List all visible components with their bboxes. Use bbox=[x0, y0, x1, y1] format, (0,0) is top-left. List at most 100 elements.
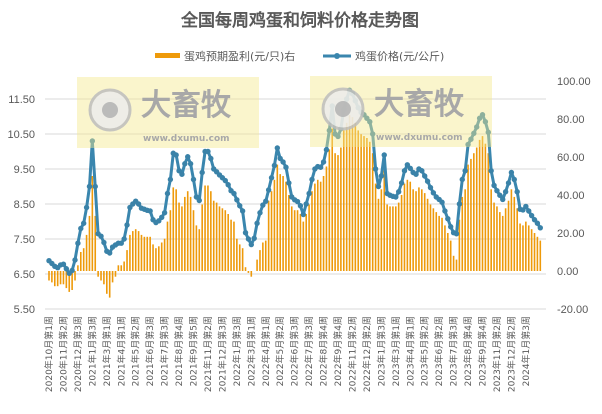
price-point bbox=[271, 162, 278, 169]
profit-bar bbox=[85, 234, 88, 271]
profit-bar bbox=[510, 189, 513, 271]
profit-bar bbox=[288, 195, 290, 271]
x-tick-label: 2020年11月第2周 bbox=[57, 316, 69, 392]
price-point bbox=[502, 189, 509, 195]
y-right-tick-label: -20.00 bbox=[557, 304, 588, 316]
y-left-tick-label: 7.50 bbox=[14, 234, 35, 246]
price-point bbox=[326, 127, 333, 134]
price-point bbox=[225, 182, 231, 188]
price-point bbox=[514, 189, 520, 195]
profit-bar bbox=[236, 238, 238, 271]
price-point bbox=[537, 225, 543, 231]
price-point bbox=[508, 169, 515, 176]
profit-bar bbox=[366, 138, 368, 271]
profit-bar bbox=[331, 128, 334, 271]
price-point bbox=[257, 210, 263, 216]
profit-bar bbox=[484, 143, 487, 271]
profit-bar bbox=[140, 234, 143, 271]
legend-item-profit[interactable]: 蛋鸡预期盈利(元/只)右 bbox=[155, 49, 295, 63]
profit-bar bbox=[348, 115, 351, 271]
price-point bbox=[69, 267, 75, 274]
profit-bar bbox=[210, 191, 212, 271]
profit-bar bbox=[230, 219, 232, 271]
profit-bar bbox=[389, 206, 391, 271]
profit-bar bbox=[499, 212, 501, 271]
profit-bar bbox=[184, 196, 186, 271]
profit-bar bbox=[527, 225, 530, 271]
profit-bar bbox=[285, 181, 287, 271]
price-point bbox=[147, 208, 153, 214]
profit-bar bbox=[513, 196, 516, 271]
price-point bbox=[300, 211, 307, 218]
profit-bar bbox=[221, 208, 224, 271]
profit-bar bbox=[302, 221, 305, 271]
price-point bbox=[265, 187, 272, 193]
profit-bar bbox=[270, 191, 273, 271]
price-point bbox=[395, 189, 402, 195]
profit-bar bbox=[429, 204, 432, 271]
x-tick-label: 2023年12月第2周 bbox=[505, 316, 517, 392]
profit-bar bbox=[409, 181, 412, 271]
profit-bar bbox=[533, 233, 536, 271]
price-point bbox=[199, 169, 205, 176]
profit-bar bbox=[397, 202, 400, 271]
profit-bar bbox=[464, 189, 466, 271]
price-point bbox=[72, 257, 78, 263]
price-point bbox=[488, 168, 494, 174]
legend-bar-swatch bbox=[155, 53, 180, 58]
legend-item-price[interactable]: 鸡蛋价格(元/公斤) bbox=[323, 49, 444, 63]
profit-bar bbox=[195, 225, 198, 271]
profit-bar bbox=[62, 271, 65, 285]
profit-bar bbox=[108, 271, 111, 298]
chart-title: 全国每周鸡蛋和饲料价格走势图 bbox=[180, 10, 419, 31]
price-point bbox=[378, 173, 385, 179]
price-point bbox=[485, 129, 491, 135]
profit-bar bbox=[247, 271, 250, 273]
profit-bar bbox=[432, 208, 435, 271]
y-left-tick-label: 9.50 bbox=[14, 164, 35, 176]
price-point bbox=[309, 176, 315, 183]
x-tick-label: 2021年1月第3周 bbox=[86, 316, 98, 386]
profit-bar bbox=[158, 246, 160, 271]
profit-bar bbox=[374, 183, 377, 271]
price-point bbox=[283, 164, 289, 170]
profit-bar bbox=[525, 221, 527, 271]
profit-bar bbox=[279, 174, 281, 271]
price-point bbox=[482, 119, 489, 125]
price-point bbox=[528, 212, 535, 219]
price-point bbox=[381, 152, 387, 158]
profit-bar bbox=[383, 170, 386, 271]
profit-bar bbox=[337, 155, 339, 271]
price-point bbox=[286, 180, 292, 186]
profit-bars bbox=[48, 115, 542, 298]
price-point bbox=[335, 133, 341, 140]
profit-bar bbox=[314, 183, 316, 271]
profit-bar bbox=[238, 244, 241, 271]
price-point bbox=[401, 168, 408, 174]
profit-bar bbox=[293, 210, 296, 271]
profit-bar bbox=[120, 265, 123, 271]
profit-bar bbox=[296, 210, 299, 271]
x-tick-label: 2021年3月第1周 bbox=[101, 316, 113, 386]
profit-bar bbox=[215, 202, 218, 271]
profit-bar bbox=[227, 214, 229, 271]
profit-bar bbox=[169, 210, 172, 271]
profit-bar bbox=[418, 187, 420, 271]
profit-bar bbox=[259, 250, 261, 271]
profit-bar bbox=[91, 176, 94, 271]
x-tick-label: 2023年8月第4周 bbox=[462, 316, 474, 386]
profit-bar bbox=[53, 271, 56, 287]
x-tick-label: 2023年4月第1周 bbox=[404, 316, 416, 386]
profit-bar bbox=[308, 204, 310, 271]
price-point bbox=[430, 190, 437, 196]
profit-bar bbox=[290, 206, 293, 271]
y-right-tick-label: 100.00 bbox=[557, 76, 591, 88]
price-point bbox=[106, 250, 113, 256]
price-point bbox=[185, 154, 191, 160]
x-tick-label: 2022年5月第2周 bbox=[274, 316, 286, 386]
profit-bar bbox=[441, 217, 443, 271]
watermark-logo-text: 大畜牧 bbox=[141, 88, 232, 123]
profit-bar bbox=[123, 261, 125, 271]
profit-bar bbox=[100, 271, 102, 281]
profit-bar bbox=[368, 141, 371, 271]
